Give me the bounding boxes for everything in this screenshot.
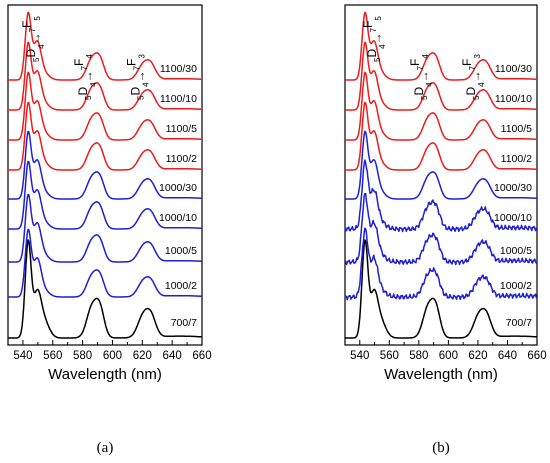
series-line-1100-5 — [7, 71, 203, 141]
x-axis-label: Wavelength (nm) — [48, 366, 162, 383]
x-axis-label: Wavelength (nm) — [384, 366, 498, 383]
series-label: 1000/2 — [500, 280, 532, 292]
series-line-1000-30 — [344, 130, 538, 200]
series-line-700-7 — [344, 239, 538, 339]
panel-b: 540 560 580 600 620 640 660 Wavelength (nm) 700/… — [344, 4, 547, 456]
panel-caption: (b) — [432, 440, 450, 456]
series-label: 1000/2 — [165, 280, 197, 292]
x-tick-label: 580 — [73, 350, 92, 362]
series-label: 1100/10 — [160, 93, 197, 105]
series-line-1100-5 — [344, 71, 538, 141]
x-tick-label: 580 — [409, 350, 428, 362]
transition-label: 5D4→7F4 — [408, 54, 434, 100]
series-line-1000-10 — [7, 160, 203, 230]
series-line-1100-30 — [344, 11, 538, 81]
series-line-1000-2 — [7, 228, 203, 298]
x-tick-label: 600 — [103, 350, 122, 362]
x-tick-label: 540 — [350, 350, 369, 362]
transition-label: 5D4→7F3 — [124, 54, 150, 100]
series-label: 1100/5 — [501, 123, 532, 135]
series-line-1000-30 — [7, 130, 203, 200]
series-label: 700/7 — [171, 317, 197, 329]
series-label: 1000/10 — [494, 212, 532, 224]
series-label: 1000/10 — [159, 212, 197, 224]
plot-frame — [7, 4, 203, 346]
plot-frame — [344, 4, 538, 346]
series-label: 1000/5 — [165, 245, 197, 257]
x-tick-label: 560 — [43, 350, 62, 362]
series-label: 1100/30 — [495, 63, 532, 75]
x-tick-label: 540 — [13, 350, 32, 362]
series-line-1000-5 — [7, 193, 203, 263]
series-label: 1100/2 — [501, 153, 532, 165]
transition-label: 5D4→7F5 — [20, 16, 46, 62]
transition-label: 5D4→7F5 — [361, 16, 387, 62]
series-line-1100-10 — [7, 41, 203, 111]
series-label: 1000/30 — [494, 182, 532, 194]
series-label: 1000/5 — [500, 245, 532, 257]
series-label: 1100/2 — [166, 153, 197, 165]
series-line-1100-2 — [7, 101, 203, 171]
transition-label: 5D4→7F4 — [72, 54, 98, 100]
series-label: 1100/10 — [495, 93, 532, 105]
x-tick-label: 660 — [527, 350, 546, 362]
panel-a: 540 560 580 600 620 640 660 Wavelength (nm) 700/… — [7, 4, 212, 456]
panel-caption: (a) — [97, 440, 114, 456]
x-tick-label: 620 — [468, 350, 487, 362]
x-tick-label: 600 — [439, 350, 458, 362]
series-line-1100-30 — [7, 11, 203, 81]
series-label: 1100/30 — [160, 63, 197, 75]
series-line-1100-2 — [344, 101, 538, 171]
series-line-1000-10 — [344, 159, 538, 233]
series-label: 700/7 — [506, 317, 532, 329]
series-line-1100-10 — [344, 41, 538, 111]
x-tick-label: 620 — [133, 350, 152, 362]
series-line-1000-2 — [344, 227, 538, 301]
series-line-700-7 — [7, 239, 203, 339]
transition-label: 5D4→7F3 — [460, 54, 486, 100]
series-label: 1000/30 — [159, 182, 197, 194]
x-tick-label: 640 — [163, 350, 182, 362]
series-line-1000-5 — [344, 192, 538, 266]
series-label: 1100/5 — [166, 123, 197, 135]
x-tick-label: 640 — [498, 350, 517, 362]
x-tick-label: 560 — [380, 350, 399, 362]
x-tick-label: 660 — [192, 350, 211, 362]
